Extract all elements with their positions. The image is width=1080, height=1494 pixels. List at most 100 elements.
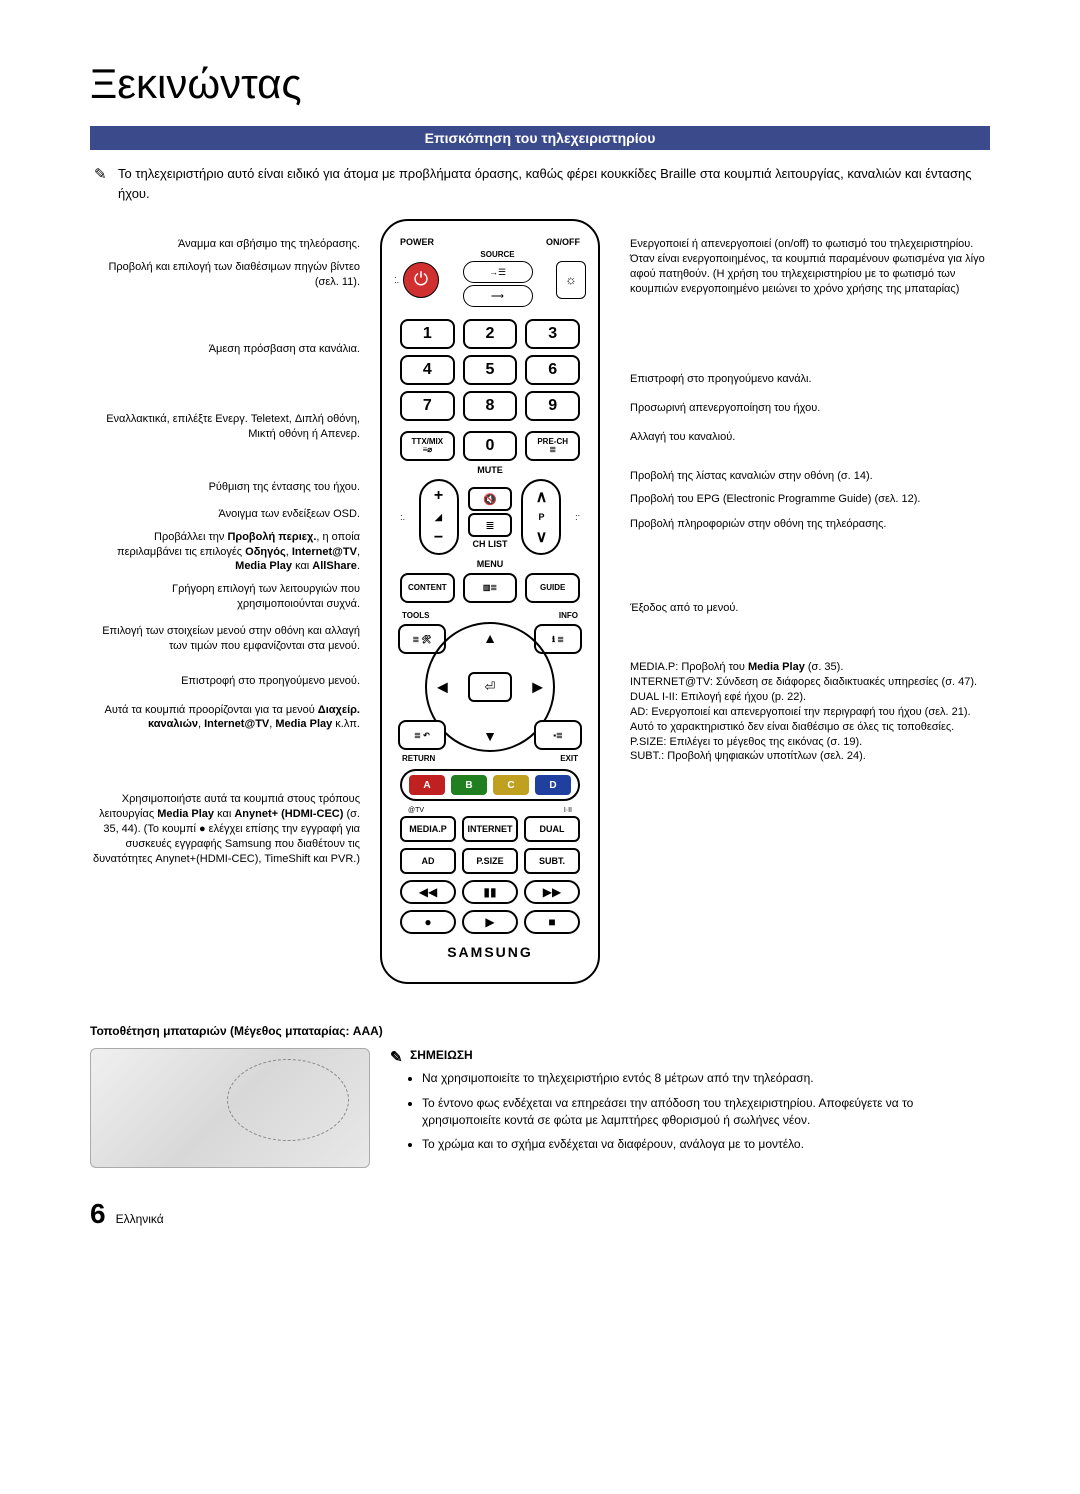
callout-ttx: Εναλλακτικά, επιλέξτε Ενεργ. Teletext, Δ… — [90, 412, 360, 442]
remote-control: POWER ON/OFF ∙∙∙ ⏻ SOURCE →☰ ⟶ ☼ 1 2 — [380, 219, 600, 984]
list-button[interactable]: ≣ — [468, 513, 512, 537]
down-arrow-icon[interactable]: ▼ — [483, 728, 497, 744]
callout-menu: Άνοιγμα των ενδείξεων OSD. — [90, 507, 360, 522]
psize-button[interactable]: P.SIZE — [462, 848, 518, 874]
page-title: Ξεκινώντας — [90, 60, 990, 108]
exit-label: EXIT — [560, 754, 578, 763]
color-buttons: A B C D — [400, 769, 580, 801]
callout-colors: Αυτά τα κουμπιά προορίζονται για τα μενο… — [90, 703, 360, 733]
callout-numbers: Άμεση πρόσβαση στα κανάλια. — [90, 342, 360, 357]
source-label: SOURCE — [439, 250, 556, 259]
tools-label: TOOLS — [402, 611, 429, 620]
callout-source: Προβολή και επιλογή των διαθέσιμων πηγών… — [90, 260, 360, 290]
channel-rocker[interactable]: ∧P∨ — [521, 479, 561, 555]
color-b-button[interactable]: B — [451, 775, 487, 795]
callout-functions: MEDIA.P: Προβολή του Media Play (σ. 35).… — [630, 660, 990, 764]
callout-channel: Αλλαγή του καναλιού. — [630, 430, 990, 445]
note-icon: ✎ — [390, 1048, 403, 1066]
num-3[interactable]: 3 — [525, 319, 580, 349]
note-item: Το χρώμα και το σχήμα ενδέχεται να διαφέ… — [422, 1136, 990, 1153]
callout-content: Προβάλλει την Προβολή περιεχ., η οποία π… — [90, 530, 360, 575]
callout-dpad: Επιλογή των στοιχείων μενού στην οθόνη κ… — [90, 624, 360, 654]
num-8[interactable]: 8 — [463, 391, 518, 421]
note-heading: ΣΗΜΕΙΩΣΗ — [410, 1048, 473, 1062]
color-c-button[interactable]: C — [493, 775, 529, 795]
color-d-button[interactable]: D — [535, 775, 571, 795]
prech-button[interactable]: PRE-CH≣ — [525, 431, 580, 461]
record-button[interactable]: ● — [400, 910, 456, 934]
callout-prech: Επιστροφή στο προηγούμενο κανάλι. — [630, 372, 990, 387]
battery-title: Τοποθέτηση μπαταριών (Μέγεθος μπαταρίας:… — [90, 1024, 990, 1038]
dual-button[interactable]: DUAL — [524, 816, 580, 842]
callout-info: Προβολή πληροφοριών στην οθόνη της τηλεό… — [630, 517, 990, 532]
mediap-button[interactable]: MEDIA.P — [400, 816, 456, 842]
callout-guide: Προβολή του EPG (Electronic Programme Gu… — [630, 492, 990, 507]
left-callouts: Άναμμα και σβήσιμο της τηλεόρασης. Προβο… — [90, 219, 360, 984]
battery-illustration — [90, 1048, 370, 1168]
right-arrow-icon[interactable]: ▶ — [532, 679, 543, 696]
num-5[interactable]: 5 — [463, 355, 518, 385]
exit-button[interactable]: ▪≣ — [534, 720, 582, 750]
power-button[interactable]: ⏻ — [403, 262, 439, 298]
note-icon: ✎ — [94, 164, 107, 187]
pause-button[interactable]: ▮▮ — [462, 880, 518, 904]
menu-button[interactable]: ▥≣ — [463, 573, 518, 603]
play-button[interactable]: ▶ — [462, 910, 518, 934]
notes-block: ✎ ΣΗΜΕΙΩΣΗ Να χρησιμοποιείτε το τηλεχειρ… — [390, 1048, 990, 1168]
mute-label: MUTE — [394, 465, 586, 475]
callout-return: Επιστροφή στο προηγούμενο μενού. — [90, 674, 360, 689]
num-0[interactable]: 0 — [463, 431, 518, 461]
section-heading: Επισκόπηση του τηλεχειριστηρίου — [90, 126, 990, 150]
braille-dots: ∙∙∙ — [575, 513, 580, 522]
page-language: Ελληνικά — [116, 1212, 164, 1230]
callout-transport: Χρησιμοποιήστε αυτά τα κουμπιά στους τρό… — [90, 792, 360, 866]
note-item: Το έντονο φως ενδέχεται να επηρεάσει την… — [422, 1095, 990, 1129]
hdmi-button[interactable]: ⟶ — [463, 285, 533, 307]
return-button[interactable]: ≣ ↶ — [398, 720, 446, 750]
return-label: RETURN — [402, 754, 435, 763]
callout-tools: Γρήγορη επιλογή των λειτουργιών που χρησ… — [90, 582, 360, 612]
volume-rocker[interactable]: +◢− — [419, 479, 459, 555]
color-a-button[interactable]: A — [409, 775, 445, 795]
source-button[interactable]: →☰ — [463, 261, 533, 283]
enter-button[interactable]: ⏎ — [468, 672, 512, 702]
callout-chlist: Προβολή της λίστας καναλιών στην οθόνη (… — [630, 469, 990, 484]
braille-dots: ∙∙∙ — [400, 513, 405, 522]
left-arrow-icon[interactable]: ◀ — [437, 679, 448, 696]
callout-onoff: Ενεργοποιεί ή απενεργοποιεί (on/off) το … — [630, 237, 990, 296]
mute-button[interactable]: 🔇 — [468, 487, 512, 511]
callout-mute: Προσωρινή απενεργοποίηση του ήχου. — [630, 401, 990, 416]
chlist-label: CH LIST — [468, 539, 512, 549]
up-arrow-icon[interactable]: ▲ — [483, 630, 497, 646]
dual-label: I·II — [564, 807, 572, 814]
num-4[interactable]: 4 — [400, 355, 455, 385]
onoff-button[interactable]: ☼ — [556, 261, 586, 299]
stop-button[interactable]: ■ — [524, 910, 580, 934]
forward-button[interactable]: ▶▶ — [524, 880, 580, 904]
note-item: Να χρησιμοποιείτε το τηλεχειριστήριο εντ… — [422, 1070, 990, 1087]
ttx-button[interactable]: TTX/MIX≡⌀ — [400, 431, 455, 461]
power-label: POWER — [400, 237, 434, 247]
menu-label: MENU — [394, 559, 586, 569]
right-callouts: Ενεργοποιεί ή απενεργοποιεί (on/off) το … — [620, 219, 990, 984]
num-6[interactable]: 6 — [525, 355, 580, 385]
subt-button[interactable]: SUBT. — [524, 848, 580, 874]
num-9[interactable]: 9 — [525, 391, 580, 421]
callout-exit: Έξοδος από το μενού. — [630, 601, 990, 616]
callout-volume: Ρύθμιση της έντασης του ήχου. — [90, 480, 360, 495]
info-label: INFO — [559, 611, 578, 620]
num-1[interactable]: 1 — [400, 319, 455, 349]
num-7[interactable]: 7 — [400, 391, 455, 421]
atv-label: @TV — [408, 807, 424, 814]
content-button[interactable]: CONTENT — [400, 573, 455, 603]
rewind-button[interactable]: ◀◀ — [400, 880, 456, 904]
callout-power: Άναμμα και σβήσιμο της τηλεόρασης. — [90, 237, 360, 252]
braille-dots: ∙∙∙ — [394, 275, 399, 284]
num-2[interactable]: 2 — [463, 319, 518, 349]
intro-text: ✎ Το τηλεχειριστήριο αυτό είναι ειδικό γ… — [90, 150, 990, 213]
guide-button[interactable]: GUIDE — [525, 573, 580, 603]
page-number: 6 — [90, 1198, 106, 1230]
onoff-label: ON/OFF — [546, 237, 580, 247]
internet-button[interactable]: INTERNET — [462, 816, 518, 842]
ad-button[interactable]: AD — [400, 848, 456, 874]
